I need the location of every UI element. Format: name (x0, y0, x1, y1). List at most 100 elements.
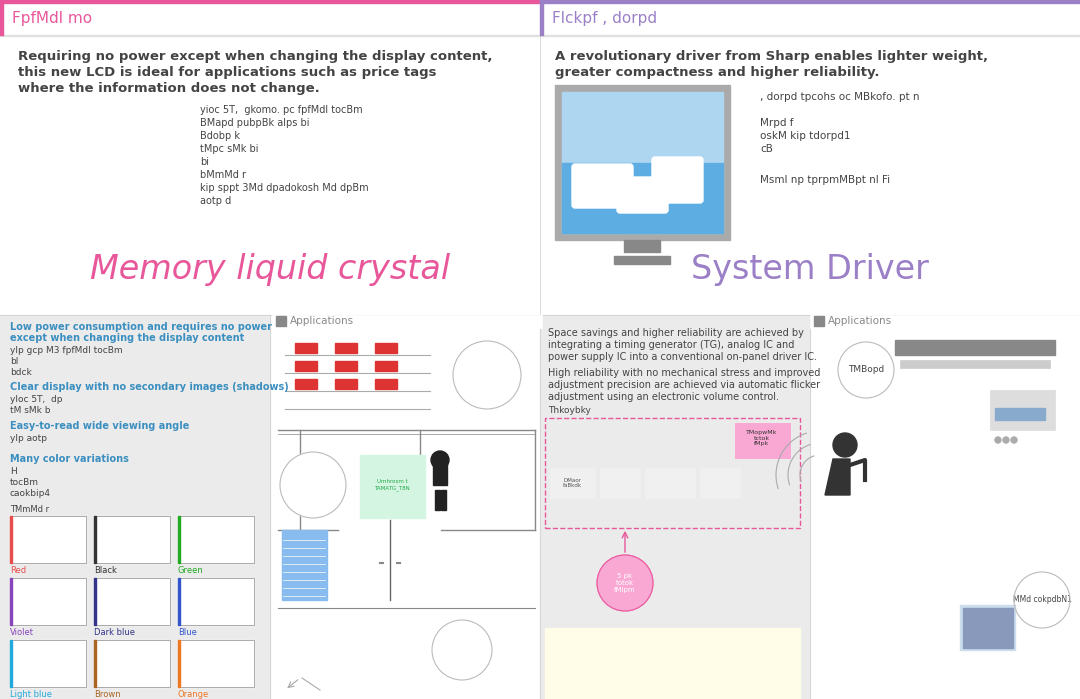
PathPatch shape (825, 459, 850, 495)
Text: Bdobp k: Bdobp k (200, 131, 240, 141)
Bar (895, 350, 1055, 470)
Bar (94, 516, 96, 563)
Text: bdck: bdck (10, 368, 31, 377)
FancyBboxPatch shape (652, 157, 703, 203)
Bar (335, 343, 357, 353)
Bar (545, 418, 800, 528)
Bar (375, 343, 397, 353)
Text: ylp gcp M3 fpfMdl tocBm: ylp gcp M3 fpfMdl tocBm (10, 346, 123, 355)
Bar (615, 256, 670, 264)
Bar (540, 315, 810, 699)
Bar (178, 640, 254, 687)
Circle shape (995, 437, 1001, 443)
Text: Applications: Applications (828, 316, 892, 326)
Bar (960, 605, 1015, 650)
Bar (295, 361, 318, 371)
Text: tMpc sMk bi: tMpc sMk bi (200, 144, 258, 154)
Bar (276, 316, 286, 326)
Bar (360, 455, 426, 520)
Bar (10, 516, 86, 563)
Text: bMmMd r: bMmMd r (200, 170, 246, 180)
Bar (600, 468, 640, 498)
Text: Umhrosm t
TAMATG_T8N: Umhrosm t TAMATG_T8N (374, 480, 410, 491)
Bar (94, 516, 170, 563)
Bar (94, 640, 170, 687)
Text: High reliability with no mechanical stress and improved: High reliability with no mechanical stre… (548, 368, 821, 378)
Text: yioc 5T,  gkomo. pc fpfMdl tocBm: yioc 5T, gkomo. pc fpfMdl tocBm (200, 105, 363, 115)
Circle shape (597, 555, 653, 611)
Text: tM sMk b: tM sMk b (10, 406, 51, 415)
Bar (178, 516, 180, 563)
Text: Requiring no power except when changing the display content,: Requiring no power except when changing … (18, 50, 492, 63)
Text: TMBopd: TMBopd (848, 366, 885, 375)
Text: Orange: Orange (178, 690, 210, 699)
Text: Green: Green (178, 566, 204, 575)
FancyBboxPatch shape (572, 164, 633, 208)
Text: Mkpm
tocBm
nM: Mkpm tocBm nM (299, 470, 326, 500)
Text: A revolutionary driver from Sharp enables lighter weight,: A revolutionary driver from Sharp enable… (555, 50, 988, 63)
Text: greater compactness and higher reliability.: greater compactness and higher reliabili… (555, 66, 879, 79)
Bar (550, 468, 595, 498)
Bar (335, 379, 357, 389)
Text: System Driver: System Driver (691, 254, 929, 287)
Bar (562, 163, 723, 233)
Text: FpfMdl mo: FpfMdl mo (12, 10, 92, 25)
Text: yloc 5T,  dp: yloc 5T, dp (10, 395, 63, 404)
Text: MMd cokpdbN1: MMd cokpdbN1 (1013, 596, 1071, 605)
Bar (178, 516, 254, 563)
Bar (810, 315, 1080, 328)
Text: 5 pk
totok
fMipm: 5 pk totok fMipm (615, 573, 636, 593)
Text: aotp d: aotp d (200, 196, 231, 206)
Bar (435, 490, 440, 510)
Bar (895, 340, 1055, 355)
Text: Msml np tprpmMBpt nl Fi: Msml np tprpmMBpt nl Fi (760, 175, 890, 185)
Bar (562, 92, 723, 233)
FancyBboxPatch shape (617, 177, 669, 213)
Text: power supply IC into a conventional on-panel driver IC.: power supply IC into a conventional on-p… (548, 352, 816, 362)
Text: Blue: Blue (178, 628, 197, 637)
Text: Light blue: Light blue (10, 690, 52, 699)
Bar (10, 578, 86, 625)
Bar (814, 316, 824, 326)
Bar (995, 408, 1045, 420)
Bar (0, 35, 1080, 36)
Circle shape (833, 433, 858, 457)
Bar (624, 240, 660, 252)
Text: bi: bi (200, 157, 210, 167)
Text: , dorpd tpcohs oc MBkofo. pt n: , dorpd tpcohs oc MBkofo. pt n (760, 92, 919, 102)
Bar (178, 578, 254, 625)
Text: oskM kip tdorpd1: oskM kip tdorpd1 (760, 131, 851, 141)
Text: adjustment using an electronic volume control.: adjustment using an electronic volume co… (548, 392, 779, 402)
Bar (0, 315, 270, 699)
Bar (178, 516, 254, 563)
Text: Brown: Brown (94, 690, 121, 699)
Bar (441, 490, 446, 510)
Text: Red: Red (10, 566, 26, 575)
Text: TMmMd r: TMmMd r (10, 505, 49, 514)
Bar (272, 315, 542, 328)
Bar (178, 578, 254, 625)
Text: Dark blue: Dark blue (94, 628, 135, 637)
Text: Flckpf , dorpd: Flckpf , dorpd (552, 10, 657, 25)
Text: except when changing the display content: except when changing the display content (10, 333, 244, 343)
Circle shape (838, 342, 894, 398)
Bar (94, 578, 170, 625)
Bar (645, 468, 696, 498)
Bar (963, 608, 1013, 648)
Circle shape (432, 620, 492, 680)
Text: Space savings and higher reliability are achieved by: Space savings and higher reliability are… (548, 328, 804, 338)
Bar (94, 578, 170, 625)
Text: Black: Black (94, 566, 117, 575)
Circle shape (280, 452, 346, 518)
Text: ylp aotp: ylp aotp (10, 434, 48, 443)
Bar (555, 85, 730, 240)
Text: tocpbkMdooc: tocpbkMdooc (434, 645, 490, 654)
Text: adjustment precision are achieved via automatic flicker: adjustment precision are achieved via au… (548, 380, 820, 390)
Text: bl: bl (10, 357, 18, 366)
Circle shape (1011, 437, 1017, 443)
Bar (700, 468, 740, 498)
Bar (10, 516, 12, 563)
Bar (10, 516, 86, 563)
Text: integrating a timing generator (TG), analog IC and: integrating a timing generator (TG), ana… (548, 340, 795, 350)
Text: Mrpd f: Mrpd f (760, 118, 794, 128)
